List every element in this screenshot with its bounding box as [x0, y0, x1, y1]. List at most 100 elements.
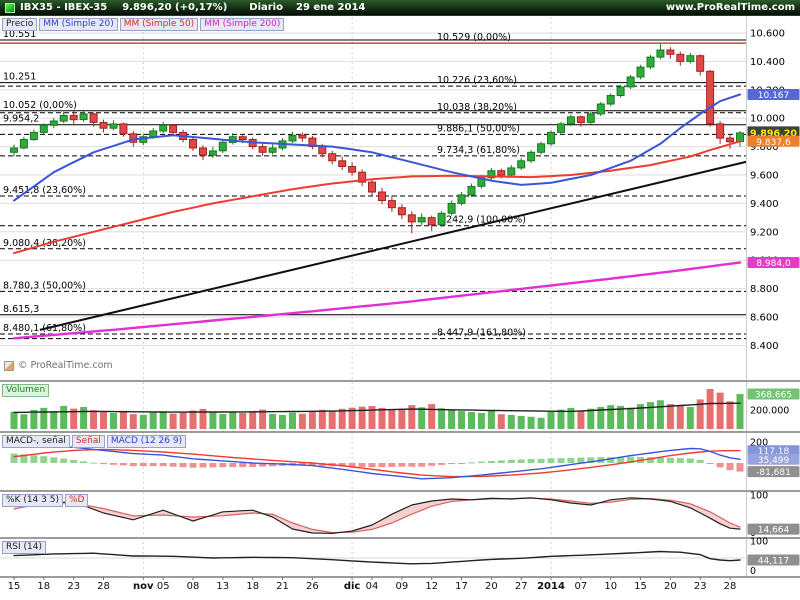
candle — [238, 136, 247, 140]
svg-text:8.800: 8.800 — [750, 284, 779, 295]
svg-text:8.400: 8.400 — [750, 341, 779, 352]
candle — [487, 170, 496, 179]
stoch-legend-k[interactable]: %K (14 3 5) — [2, 494, 63, 507]
macd-histogram — [10, 453, 744, 472]
candle — [89, 113, 98, 123]
trend-line — [39, 160, 747, 331]
rsi-axis: 100 0 — [750, 537, 768, 578]
svg-text:8.447,9 (161,80%): 8.447,9 (161,80%) — [437, 328, 526, 339]
svg-text:17: 17 — [455, 581, 468, 592]
price-gridlines — [0, 32, 746, 346]
volume-ma-line — [13, 402, 741, 414]
title-bar: IBX35 - IBEX-35 9.896,20 (+0,17%) Diario… — [0, 0, 800, 16]
website-link[interactable]: www.ProRealTime.com — [665, 2, 795, 13]
macd-signal-value-badge: 117,18 — [747, 445, 800, 457]
candle — [557, 123, 565, 133]
candle — [387, 200, 396, 209]
macd-legend: MACD-, señal Señal MACD (12 26 9) — [2, 435, 187, 448]
svg-text:9.242,9 (100,00%): 9.242,9 (100,00%) — [437, 215, 526, 226]
volume-legend: Volumen — [2, 384, 50, 397]
x-axis-labels[interactable]: 15 18 23 28 nov 05 08 13 18 21 26 dic 04 09 12 17 20 27 20… — [8, 577, 737, 592]
candle — [457, 194, 466, 204]
svg-text:28: 28 — [724, 581, 737, 592]
candle — [576, 116, 585, 124]
candle — [39, 124, 48, 133]
mm20-value-badge: 10.167 — [747, 89, 800, 101]
svg-text:27: 27 — [515, 581, 528, 592]
candle — [348, 166, 357, 173]
svg-text:nov: nov — [133, 581, 154, 592]
macd-legend-hist[interactable]: MACD-, señal — [2, 435, 70, 448]
candle — [726, 137, 734, 143]
svg-text:8.615,3: 8.615,3 — [3, 304, 39, 315]
stoch-d-line — [13, 497, 741, 534]
candle — [656, 49, 665, 58]
macd-legend-main[interactable]: MACD (12 26 9) — [106, 435, 187, 448]
candle — [547, 131, 555, 145]
rsi-value-badge: 44,117 — [747, 554, 800, 567]
candle — [596, 103, 605, 115]
candle — [646, 56, 655, 68]
macd-histogram-value-badge: -81,681 — [747, 466, 800, 478]
price-legend-precio[interactable]: Precio — [2, 18, 38, 31]
rsi-legend-label[interactable]: RSI (14) — [2, 541, 46, 554]
svg-text:10.600: 10.600 — [750, 29, 785, 40]
svg-text:14,664: 14,664 — [758, 526, 790, 536]
candle — [616, 86, 625, 96]
date-label: 29 ene 2014 — [295, 2, 366, 13]
candle — [397, 207, 406, 216]
svg-text:44,117: 44,117 — [758, 557, 790, 567]
candle — [636, 66, 645, 78]
svg-text:10.038 (38,20%): 10.038 (38,20%) — [437, 102, 517, 113]
candle — [109, 123, 118, 129]
candle — [626, 76, 635, 88]
macd-value-badge: 35,499 — [747, 453, 800, 466]
svg-text:20: 20 — [664, 581, 677, 592]
candle — [258, 146, 267, 153]
svg-text:18: 18 — [37, 581, 50, 592]
candle — [169, 124, 178, 133]
price-legend-mm200[interactable]: MM (Simple 200) — [200, 18, 285, 31]
macd-legend-signal[interactable]: Señal — [71, 435, 105, 448]
svg-text:10.529 (0,00%): 10.529 (0,00%) — [437, 32, 511, 43]
svg-text:18: 18 — [246, 581, 259, 592]
svg-text:21: 21 — [276, 581, 289, 592]
price-legend-mm50[interactable]: MM (Simple 50) — [119, 18, 199, 31]
ma20-line — [13, 93, 741, 202]
svg-text:04: 04 — [366, 581, 379, 592]
svg-text:07: 07 — [575, 581, 588, 592]
month-gridlines — [142, 17, 552, 576]
svg-text:8.780,3 (50,00%): 8.780,3 (50,00%) — [3, 280, 86, 291]
svg-text:12: 12 — [425, 581, 438, 592]
price-axis[interactable]: 10.60010.40010.20010.0009.8009.6009.4009… — [750, 29, 785, 352]
svg-text:-81,681: -81,681 — [756, 468, 791, 478]
watermark: © ProRealTime.com — [4, 360, 113, 371]
stoch-legend-d[interactable]: %D — [64, 494, 89, 507]
candle — [69, 114, 78, 121]
candle — [447, 202, 456, 214]
candle — [716, 123, 725, 139]
svg-text:10: 10 — [604, 581, 617, 592]
svg-text:10.251: 10.251 — [3, 72, 36, 83]
price-legend-mm20[interactable]: MM (Simple 20) — [39, 18, 118, 31]
candle — [566, 116, 575, 125]
candle — [149, 130, 158, 138]
candle — [467, 185, 476, 196]
candle — [119, 123, 128, 135]
price-legend: Precio MM (Simple 20) MM (Simple 50) MM … — [2, 18, 285, 31]
rsi-legend: RSI (14) — [2, 541, 46, 554]
price-levels — [0, 39, 746, 340]
svg-text:35,499: 35,499 — [758, 456, 790, 466]
svg-text:9.896,20: 9.896,20 — [750, 128, 797, 139]
ma200-line — [12, 261, 742, 340]
svg-text:9.837,6: 9.837,6 — [756, 138, 791, 148]
candle — [606, 95, 615, 105]
svg-text:9.600: 9.600 — [750, 171, 779, 182]
candle — [99, 122, 108, 129]
candle — [676, 53, 685, 62]
volume-legend-label[interactable]: Volumen — [2, 384, 50, 397]
candle — [338, 160, 347, 168]
candle — [507, 167, 516, 176]
svg-text:9.734,3 (61,80%): 9.734,3 (61,80%) — [437, 145, 520, 156]
